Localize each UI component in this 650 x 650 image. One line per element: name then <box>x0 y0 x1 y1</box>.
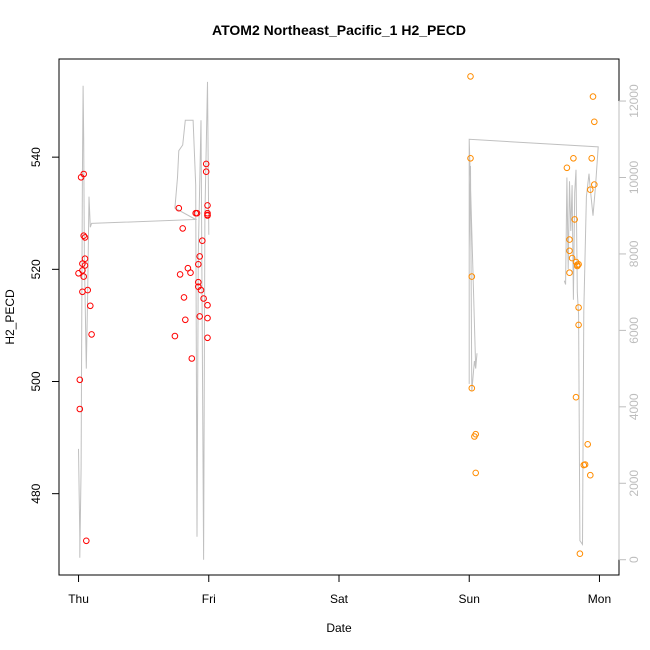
y-right-tick-label: 10000 <box>627 160 641 194</box>
series-line-3 <box>468 138 599 547</box>
data-point <box>204 314 211 322</box>
data-point <box>566 269 573 277</box>
data-point <box>195 278 202 286</box>
x-tick-label: Sat <box>330 592 349 606</box>
y-left-tick-label: 540 <box>29 147 43 167</box>
data-point <box>180 294 188 301</box>
data-point <box>472 469 480 477</box>
data-point <box>76 376 84 384</box>
data-point <box>575 321 582 329</box>
point-series <box>75 73 598 558</box>
data-point <box>472 430 480 438</box>
y-right-tick-label: 6000 <box>627 317 641 344</box>
data-point <box>199 237 206 244</box>
chart-title: ATOM2 Northeast_Pacific_1 H2_PECD <box>212 22 466 38</box>
y-right-tick-label: 2000 <box>627 470 641 497</box>
x-tick-label: Thu <box>68 592 89 606</box>
data-point <box>566 247 573 255</box>
x-tick-label: Mon <box>588 592 611 606</box>
data-point <box>187 269 194 277</box>
data-point <box>81 262 89 269</box>
y-axis-left: 480 500 520 540 <box>29 147 60 504</box>
data-point <box>171 332 179 340</box>
data-point <box>81 234 89 241</box>
data-point <box>195 261 202 268</box>
data-point <box>570 155 577 162</box>
data-point <box>589 93 597 100</box>
data-point <box>575 261 582 268</box>
data-point <box>196 313 203 320</box>
y-right-tick-label: 4000 <box>627 393 641 420</box>
y-right-tick-label: 12000 <box>627 84 641 118</box>
data-point <box>587 186 594 193</box>
data-point <box>576 550 584 558</box>
data-point <box>88 331 95 338</box>
data-point <box>188 355 196 362</box>
series-line-2 <box>78 81 210 560</box>
data-point <box>467 155 474 162</box>
data-point <box>468 384 476 392</box>
data-point <box>591 181 598 188</box>
data-point <box>84 286 91 294</box>
data-point <box>79 267 86 274</box>
data-point <box>80 273 87 280</box>
data-point <box>200 295 207 302</box>
y-right-tick-label: 8000 <box>627 240 641 267</box>
data-point <box>584 441 592 448</box>
data-point <box>587 471 594 479</box>
data-point <box>179 225 186 232</box>
data-point <box>193 209 201 217</box>
data-point <box>196 253 203 260</box>
data-point <box>79 288 86 296</box>
data-point <box>588 155 596 162</box>
data-point <box>572 393 580 401</box>
data-point <box>467 73 474 80</box>
data-point <box>80 232 87 239</box>
y-left-tick-label: 500 <box>29 371 43 391</box>
data-point <box>182 316 189 324</box>
data-point <box>204 202 211 209</box>
data-point <box>175 204 183 212</box>
data-point <box>591 118 598 126</box>
data-point <box>87 302 94 310</box>
x-axis: Thu Fri Sat Sun Mon <box>68 574 611 606</box>
data-point <box>204 334 211 342</box>
plot-frame <box>58 58 620 576</box>
data-point <box>571 216 579 223</box>
data-point <box>197 286 205 294</box>
data-point <box>81 255 89 263</box>
data-point <box>575 304 582 311</box>
data-point <box>202 160 210 168</box>
data-point <box>202 168 210 175</box>
x-tick-label: Sun <box>459 592 480 606</box>
data-point <box>76 405 84 413</box>
data-point <box>204 211 211 219</box>
x-tick-label: Fri <box>202 592 216 606</box>
data-point <box>468 273 476 280</box>
data-point <box>83 537 90 545</box>
data-point <box>176 271 184 278</box>
y-left-tick-label: 520 <box>29 259 43 279</box>
y-axis-label: H2_PECD <box>3 289 17 345</box>
y-left-tick-label: 480 <box>29 483 43 503</box>
y-axis-right: 0 2000 4000 6000 8000 10000 12000 <box>618 84 641 563</box>
data-point <box>204 301 211 309</box>
x-axis-label: Date <box>326 621 352 635</box>
data-point <box>75 270 82 277</box>
data-point <box>566 236 573 243</box>
right-axis-line-series <box>78 81 599 560</box>
data-point <box>563 164 571 172</box>
data-point <box>568 254 576 262</box>
data-point <box>80 170 87 178</box>
y-right-tick-label: 0 <box>627 556 641 563</box>
data-point <box>574 262 581 270</box>
data-point <box>581 461 589 468</box>
